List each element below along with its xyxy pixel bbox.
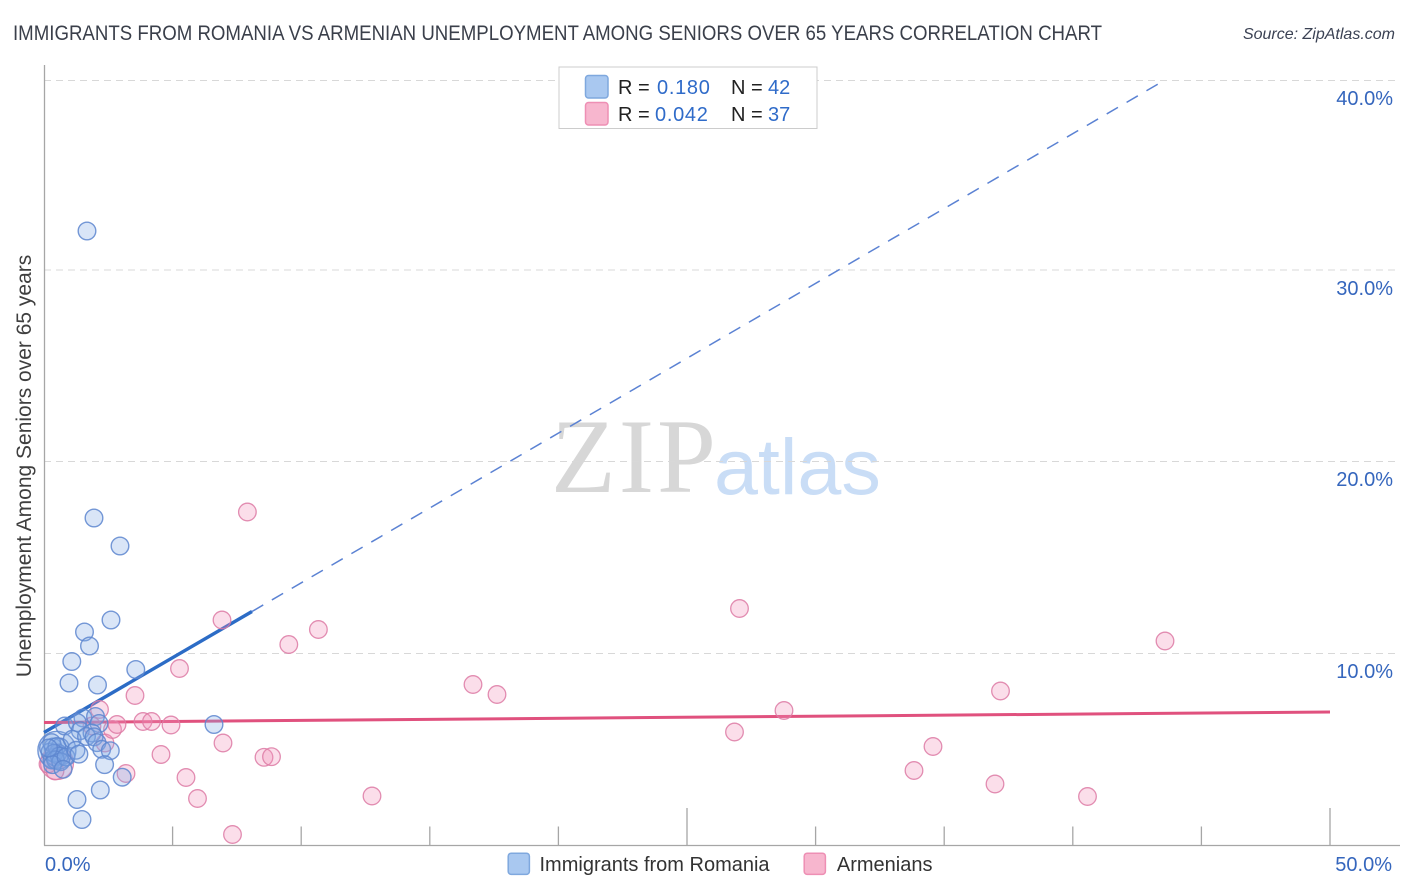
svg-text:N =: N = (731, 77, 763, 99)
svg-text:atlas: atlas (714, 422, 881, 511)
svg-text:Immigrants from Romania: Immigrants from Romania (540, 854, 771, 876)
svg-text:30.0%: 30.0% (1336, 278, 1393, 300)
svg-text:IMMIGRANTS FROM ROMANIA VS ARM: IMMIGRANTS FROM ROMANIA VS ARMENIAN UNEM… (13, 22, 1102, 45)
svg-text:R =: R = (618, 77, 650, 99)
svg-text:Armenians: Armenians (837, 854, 933, 876)
svg-text:N =: N = (731, 104, 763, 126)
svg-text:ZIP: ZIP (551, 398, 719, 515)
svg-text:50.0%: 50.0% (1335, 854, 1392, 876)
svg-text:Source: ZipAtlas.com: Source: ZipAtlas.com (1243, 26, 1395, 43)
svg-text:0.042: 0.042 (655, 104, 709, 126)
svg-text:40.0%: 40.0% (1336, 88, 1393, 110)
svg-text:R =: R = (618, 104, 650, 126)
svg-text:0.0%: 0.0% (45, 854, 91, 876)
svg-text:10.0%: 10.0% (1336, 661, 1393, 683)
svg-text:20.0%: 20.0% (1336, 469, 1393, 491)
svg-text:0.180: 0.180 (657, 77, 711, 99)
svg-text:42: 42 (768, 77, 790, 99)
svg-text:37: 37 (768, 104, 790, 126)
svg-text:Unemployment Among Seniors ove: Unemployment Among Seniors over 65 years (13, 255, 36, 678)
